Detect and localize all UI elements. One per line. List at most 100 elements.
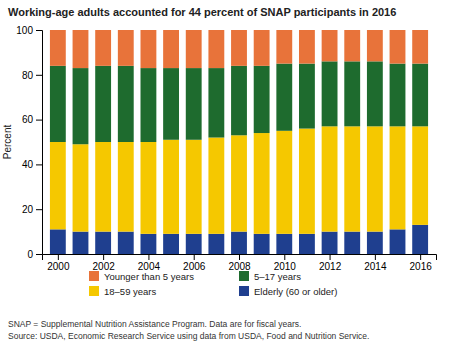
bar — [141, 234, 157, 254]
x-tick: 2006 — [183, 254, 206, 272]
x-tick-mark — [148, 254, 149, 260]
bar — [73, 68, 89, 144]
bar — [208, 234, 224, 254]
bar — [73, 144, 89, 231]
y-tick: 0 — [27, 249, 42, 260]
bar — [163, 234, 179, 254]
legend-label: 5–17 years — [254, 271, 301, 282]
x-tick: 2016 — [410, 254, 433, 272]
bar — [208, 68, 224, 137]
legend-swatch — [89, 286, 99, 296]
bar — [163, 30, 179, 68]
bar — [73, 30, 89, 68]
bar — [208, 30, 224, 68]
y-tick-mark — [36, 30, 42, 31]
bar — [276, 64, 292, 131]
y-tick-label: 20 — [22, 204, 34, 215]
bar — [299, 234, 315, 254]
x-tick-label: 2000 — [47, 261, 70, 272]
bar — [231, 66, 247, 135]
legend-swatch — [239, 286, 249, 296]
y-tick-mark — [36, 75, 42, 76]
bar-series — [50, 30, 428, 68]
bar — [344, 30, 360, 61]
x-tick: 2008 — [228, 254, 251, 272]
bar — [322, 61, 338, 126]
bar — [412, 30, 428, 64]
y-tick: 100 — [16, 25, 42, 36]
y-tick-mark — [36, 209, 42, 210]
bar — [118, 66, 134, 142]
legend-swatch — [89, 271, 99, 281]
x-tick: 2000 — [47, 254, 70, 272]
bar — [73, 232, 89, 254]
legend-label: Younger than 5 years — [104, 271, 194, 282]
bar — [412, 225, 428, 254]
bar — [95, 142, 111, 232]
bar — [231, 232, 247, 254]
bar — [390, 30, 406, 64]
x-tick-mark — [284, 254, 285, 260]
x-tick: 2002 — [93, 254, 116, 272]
footnote: SNAP = Supplemental Nutrition Assistance… — [8, 319, 301, 329]
x-tick-label: 2012 — [319, 261, 342, 272]
x-tick-mark — [58, 254, 59, 260]
bar — [254, 133, 270, 234]
bar — [367, 232, 383, 254]
legend-item: 18–59 years — [89, 286, 157, 297]
bar — [299, 129, 315, 234]
y-tick-mark — [36, 120, 42, 121]
x-tick: 2012 — [319, 254, 342, 272]
bar — [412, 64, 428, 127]
bar — [367, 126, 383, 231]
chart-svg: Working-age adults accounted for 44 perc… — [0, 0, 450, 346]
bar — [231, 135, 247, 231]
bar — [390, 229, 406, 254]
bar — [322, 232, 338, 254]
bar — [50, 142, 66, 229]
bar — [254, 234, 270, 254]
y-tick-label: 100 — [16, 25, 33, 36]
bar — [299, 64, 315, 129]
bar — [344, 232, 360, 254]
bar — [141, 142, 157, 234]
bar — [367, 61, 383, 126]
bar — [95, 30, 111, 66]
x-axis-line — [43, 255, 437, 261]
bar — [118, 30, 134, 66]
y-tick-label: 0 — [27, 249, 33, 260]
bar — [344, 61, 360, 126]
x-tick: 2010 — [274, 254, 297, 272]
footnote: Source: USDA, Economic Research Service … — [8, 331, 369, 341]
y-tick-label: 80 — [22, 70, 34, 81]
bar — [367, 30, 383, 61]
bar — [95, 232, 111, 254]
x-tick-mark — [420, 254, 421, 260]
y-tick: 60 — [22, 114, 42, 125]
bar — [141, 68, 157, 142]
bar — [186, 68, 202, 140]
bar — [299, 30, 315, 64]
legend-item: 5–17 years — [239, 271, 301, 282]
bar — [163, 68, 179, 140]
x-tick-mark — [330, 254, 331, 260]
bar — [254, 30, 270, 66]
bar — [254, 66, 270, 133]
bar — [163, 140, 179, 234]
y-tick-label: 40 — [22, 159, 34, 170]
y-axis-title: Percent — [2, 125, 13, 160]
bars — [50, 30, 428, 254]
bar — [344, 126, 360, 231]
bar — [141, 30, 157, 68]
bar-series — [50, 61, 428, 144]
bar — [231, 30, 247, 66]
chart-title: Working-age adults accounted for 44 perc… — [8, 6, 396, 18]
legend-item: Elderly (60 or older) — [239, 286, 337, 297]
y-tick-mark — [36, 254, 42, 255]
y-axis: 0 20 40 60 80 100 — [16, 25, 42, 260]
y-tick: 40 — [22, 159, 42, 170]
x-tick-label: 2008 — [228, 261, 251, 272]
bar — [118, 232, 134, 254]
bar — [118, 142, 134, 232]
legend-swatch — [239, 271, 249, 281]
